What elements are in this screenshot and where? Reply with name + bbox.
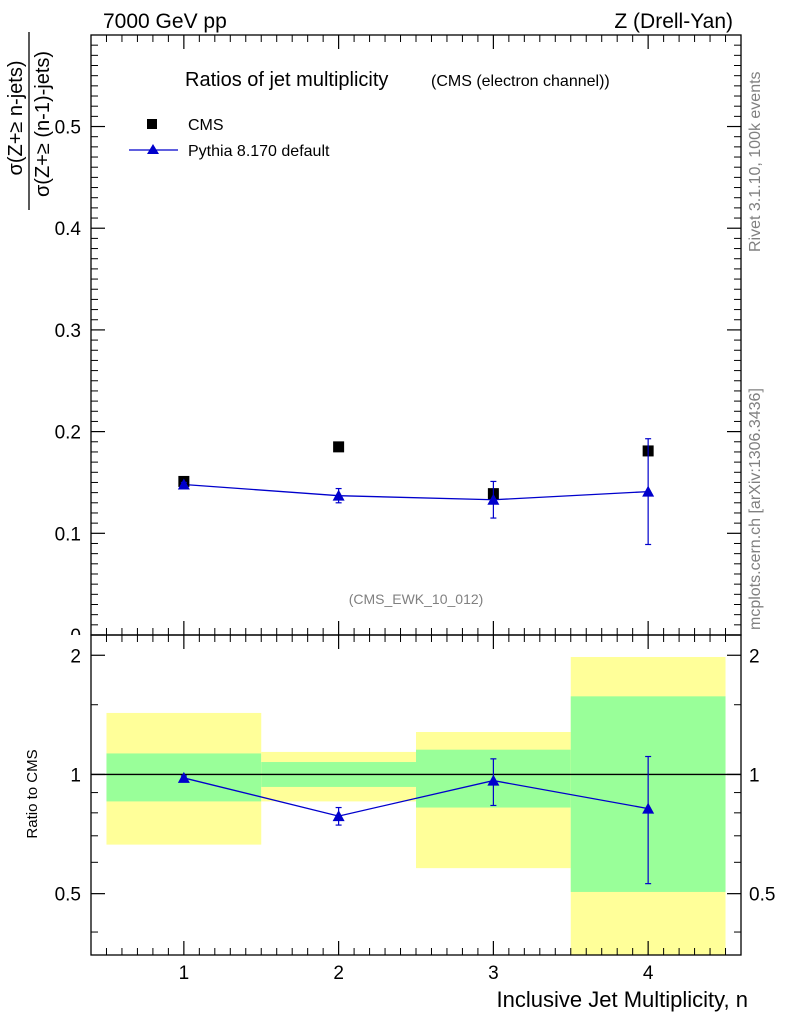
header-left: 7000 GeV pp xyxy=(103,10,227,33)
bottom-ylabel: Ratio to CMS xyxy=(24,749,41,838)
legend-marker-mc xyxy=(147,144,159,154)
x-tick-label: 3 xyxy=(488,963,499,984)
bottom-y-tick-label: 2 xyxy=(70,646,81,667)
top-ylabel-denominator: σ(Z+≥ (n-1)-jets) xyxy=(32,51,54,197)
analysis-tag: (CMS_EWK_10_012) xyxy=(349,591,484,607)
mcplots-label: mcplots.cern.ch [arXiv:1306.3436] xyxy=(747,388,764,630)
x-tick-label: 4 xyxy=(643,963,654,984)
mc-series-line xyxy=(183,483,649,501)
plot-title: Ratios of jet multiplicity xyxy=(185,69,388,91)
bottom-y-tick-label-right: 0.5 xyxy=(749,885,775,906)
bottom-y-tick-label-right: 1 xyxy=(749,765,760,786)
top-y-tick-label: 0.1 xyxy=(55,524,81,545)
legend: CMS Pythia 8.170 default xyxy=(129,117,330,160)
ratio-data-point xyxy=(177,771,190,783)
mc-data-point xyxy=(177,478,190,490)
ratio-data-point xyxy=(642,802,655,814)
x-tick-label: 1 xyxy=(179,963,190,984)
x-tick-label: 2 xyxy=(333,963,344,984)
mc-data-point xyxy=(332,489,345,501)
legend-label-mc: Pythia 8.170 default xyxy=(188,143,330,160)
bottom-y-tick-label-right: 2 xyxy=(749,646,760,667)
top-y-tick-label: 0.5 xyxy=(55,118,81,139)
legend-label-cms: CMS xyxy=(188,117,224,134)
mc-data-point xyxy=(642,485,655,497)
ratio-data-point xyxy=(332,810,345,822)
mc-data-point xyxy=(487,493,500,505)
top-y-tick-label: 0.4 xyxy=(55,219,82,240)
ratio-series-line xyxy=(183,777,649,817)
top-y-zero-label: 0 xyxy=(70,626,81,647)
top-y-tick-label: 0.2 xyxy=(55,423,81,444)
bottom-y-tick-label: 1 xyxy=(70,765,81,786)
cms-data-point xyxy=(333,441,345,453)
top-ylabel-numerator: σ(Z+≥ n-jets) xyxy=(5,61,27,176)
header-right: Z (Drell-Yan) xyxy=(614,10,733,33)
bottom-y-tick-label: 0.5 xyxy=(55,885,81,906)
plot-subtitle: (CMS (electron channel)) xyxy=(431,73,610,90)
top-ylabel: σ(Z+≥ n-jets) σ(Z+≥ (n-1)-jets) xyxy=(5,32,54,210)
top-y-tick-label: 0.3 xyxy=(55,321,81,342)
legend-marker-cms xyxy=(147,119,157,129)
rivet-label: Rivet 3.1.10, 100k events xyxy=(747,71,764,252)
bottom-panel: 1 2 3 4 0.5 0.5 1 1 2 2 xyxy=(55,634,775,984)
x-axis-label: Inclusive Jet Multiplicity, n xyxy=(497,987,748,1012)
top-panel: 0.1 0.2 0.3 0.4 0.5 0 xyxy=(55,34,742,647)
ratio-data-point xyxy=(487,774,500,786)
